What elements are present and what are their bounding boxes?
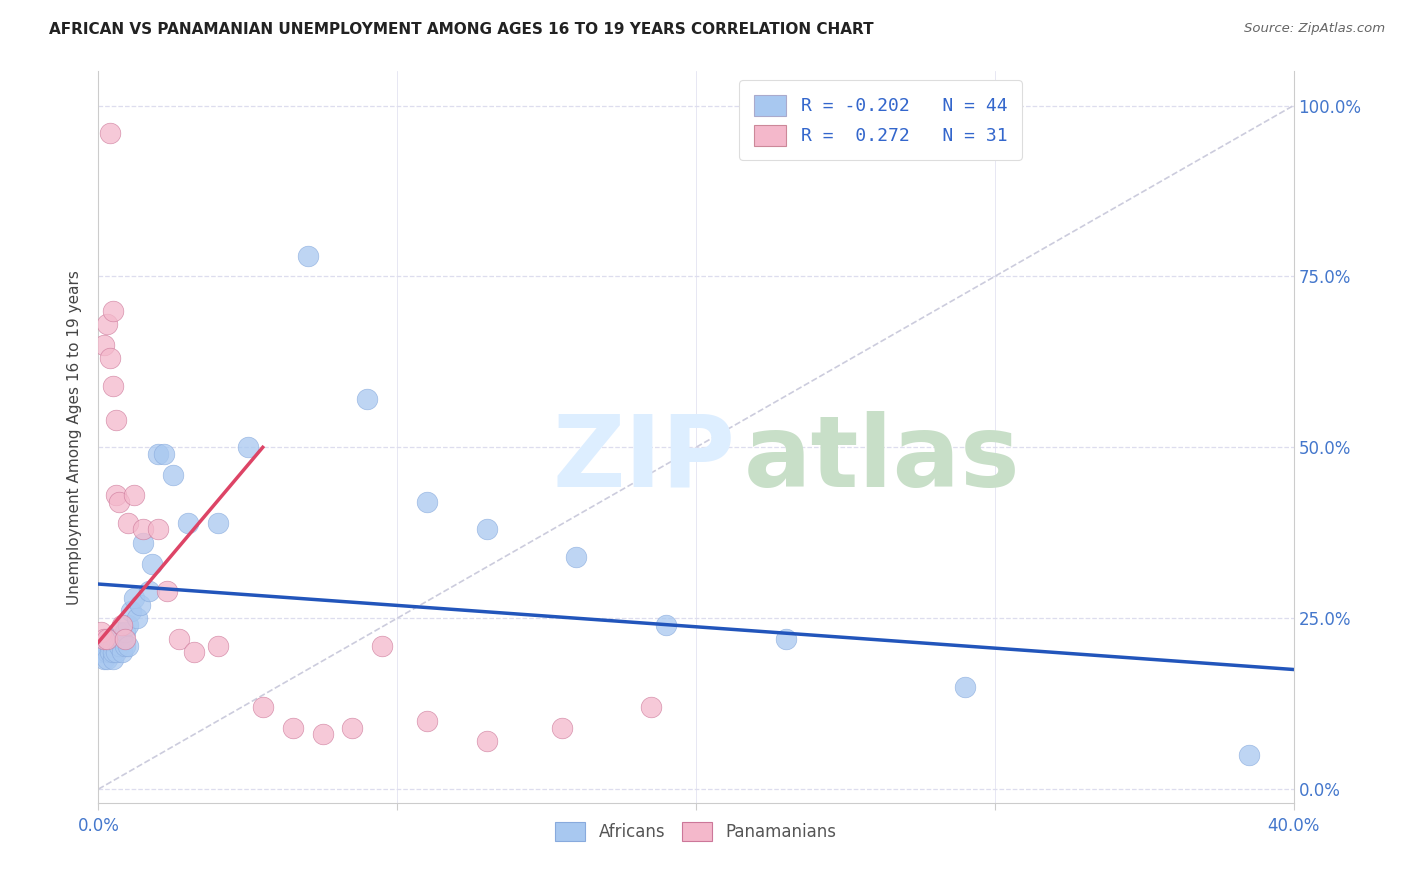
Point — [111, 632, 134, 646]
Text: ZIP: ZIP — [553, 410, 735, 508]
Point — [565, 549, 588, 564]
Point — [252, 700, 274, 714]
Point — [103, 652, 125, 666]
Point — [342, 721, 364, 735]
Point — [90, 645, 112, 659]
Point — [111, 645, 134, 659]
Point — [98, 639, 122, 653]
Y-axis label: Unemployment Among Ages 16 to 19 years: Unemployment Among Ages 16 to 19 years — [67, 269, 83, 605]
Point — [105, 488, 128, 502]
Point — [96, 652, 118, 666]
Point — [103, 379, 125, 393]
Point — [207, 516, 229, 530]
Point — [138, 583, 160, 598]
Point — [117, 639, 139, 653]
Point — [111, 618, 134, 632]
Point — [311, 727, 333, 741]
Point — [177, 516, 200, 530]
Point — [124, 591, 146, 605]
Point — [162, 467, 184, 482]
Text: Source: ZipAtlas.com: Source: ZipAtlas.com — [1244, 22, 1385, 36]
Point — [114, 632, 136, 646]
Point — [153, 447, 176, 461]
Point — [953, 680, 976, 694]
Point — [371, 639, 394, 653]
Point — [103, 303, 125, 318]
Point — [93, 632, 115, 646]
Point — [167, 632, 190, 646]
Point — [129, 598, 152, 612]
Point — [98, 645, 122, 659]
Point — [93, 338, 115, 352]
Point — [183, 645, 205, 659]
Point — [103, 639, 125, 653]
Point — [775, 632, 797, 646]
Point — [132, 522, 155, 536]
Point — [117, 516, 139, 530]
Point — [120, 604, 142, 618]
Legend: Africans, Panamanians: Africans, Panamanians — [547, 814, 845, 849]
Point — [105, 632, 128, 646]
Point — [93, 639, 115, 653]
Point — [475, 522, 498, 536]
Point — [207, 639, 229, 653]
Point — [98, 126, 122, 140]
Point — [108, 639, 131, 653]
Point — [114, 639, 136, 653]
Point — [127, 611, 149, 625]
Point — [156, 583, 179, 598]
Point — [356, 392, 378, 407]
Point — [475, 734, 498, 748]
Point — [98, 632, 122, 646]
Text: AFRICAN VS PANAMANIAN UNEMPLOYMENT AMONG AGES 16 TO 19 YEARS CORRELATION CHART: AFRICAN VS PANAMANIAN UNEMPLOYMENT AMONG… — [49, 22, 875, 37]
Point — [96, 645, 118, 659]
Point — [96, 318, 118, 332]
Point — [416, 714, 439, 728]
Point — [655, 618, 678, 632]
Point — [550, 721, 572, 735]
Point — [297, 249, 319, 263]
Point — [105, 645, 128, 659]
Point — [96, 632, 118, 646]
Point — [148, 522, 170, 536]
Point — [103, 645, 125, 659]
Text: atlas: atlas — [744, 410, 1021, 508]
Point — [98, 351, 122, 366]
Point — [93, 652, 115, 666]
Point — [105, 413, 128, 427]
Point — [141, 557, 163, 571]
Point — [640, 700, 662, 714]
Point — [132, 536, 155, 550]
Point — [108, 495, 131, 509]
Point — [90, 624, 112, 639]
Point — [96, 632, 118, 646]
Point — [124, 488, 146, 502]
Point — [117, 618, 139, 632]
Point — [108, 624, 131, 639]
Point — [281, 721, 304, 735]
Point — [1237, 747, 1260, 762]
Point — [236, 440, 259, 454]
Point — [416, 495, 439, 509]
Point — [114, 624, 136, 639]
Point — [148, 447, 170, 461]
